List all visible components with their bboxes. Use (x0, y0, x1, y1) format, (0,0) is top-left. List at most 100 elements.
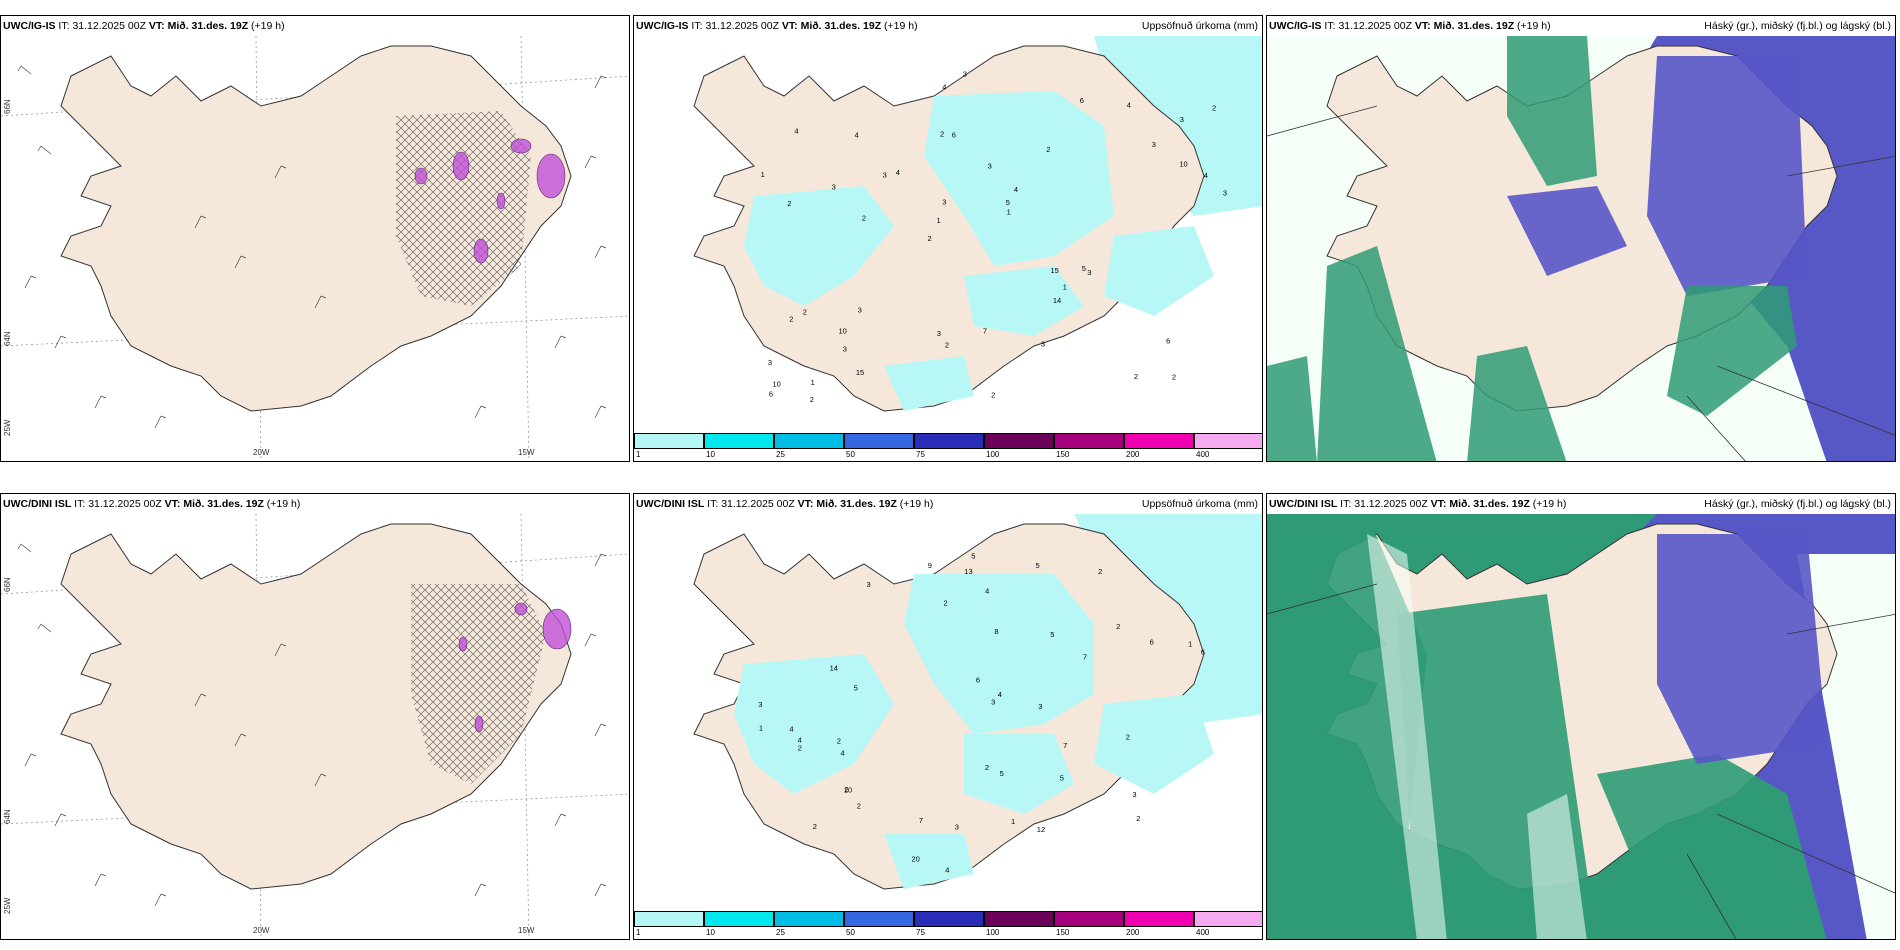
precip-value: 3 (1087, 268, 1091, 277)
precip-value: 3 (867, 580, 871, 589)
precip-areas (734, 574, 1214, 889)
map-wind-row1 (1, 35, 629, 461)
lon-label: 25W (3, 897, 12, 914)
precip-panel-row1: 2 2 3 2 2 1 2 3 2 4 3 3 6 4 3 4 4 3 15 10 1 3 3 4 6 3 2 6 5 2 3 3 14 15 4 5… (633, 15, 1263, 462)
colorbar-label: 75 (916, 450, 925, 459)
panel-header: UWC/IG-IS IT: 31.12.2025 00Z VT: Mið. 31… (1269, 20, 1551, 32)
precip-value: 4 (985, 587, 989, 596)
lon-label: 15W (518, 926, 535, 935)
colorbar-swatch (634, 433, 704, 449)
precip-value: 4 (789, 724, 793, 733)
precip-value: 1 (759, 724, 763, 733)
precip-value: 4 (896, 168, 900, 177)
cloud-panel-row1: UWC/IG-IS IT: 31.12.2025 00Z VT: Mið. 31… (1266, 15, 1896, 462)
cloud-low-areas (1367, 534, 1587, 939)
precip-value: 2 (1136, 814, 1140, 823)
map-cloud-row2 (1267, 514, 1895, 939)
precip-value: 2 (1116, 622, 1120, 631)
precip-value: 1 (1063, 283, 1067, 292)
panel-header: UWC/DINI ISL IT: 31.12.2025 00Z VT: Mið.… (636, 498, 934, 510)
precip-value: 5 (1082, 264, 1086, 273)
precip-value: 4 (855, 131, 859, 140)
precip-colorbar: 1 10 25 50 75 100 150 200 400 (634, 433, 1262, 461)
precip-value: 1 (1007, 207, 1011, 216)
precip-value: 3 (942, 198, 946, 207)
colorbar-label: 150 (1056, 450, 1070, 459)
precip-value: 4 (794, 126, 798, 135)
precip-panel-row2: 2 2 3 2 5 5 4 2 6 7 4 5 5 3 4 9 2 3 10 20 12 13 2 4 6 7 4 5 8 7 14 2 1 2 3… (633, 493, 1263, 940)
colorbar-swatch (984, 911, 1054, 927)
colorbar-label: 10 (706, 928, 715, 937)
precip-value: 2 (1134, 372, 1138, 381)
colorbar-label: 10 (706, 450, 715, 459)
precip-value: 6 (1150, 637, 1154, 646)
precip-value: 14 (1053, 296, 1061, 305)
precip-value: 5 (971, 551, 975, 560)
precip-value: 7 (1063, 741, 1067, 750)
precip-value: 6 (1166, 336, 1170, 345)
lon-label: 25W (3, 419, 12, 436)
precip-value: 2 (1046, 145, 1050, 154)
precip-value: 2 (991, 391, 995, 400)
precip-value: 3 (963, 70, 967, 79)
precip-value: 2 (985, 763, 989, 772)
panel-title: Uppsöfnuð úrkoma (mm) (1141, 20, 1258, 32)
precip-value: 7 (919, 816, 923, 825)
precip-value: 7 (1083, 653, 1087, 662)
precip-value: 2 (1212, 104, 1216, 113)
precip-value: 1 (761, 170, 765, 179)
lon-label: 15W (518, 448, 535, 457)
precip-value: 10 (844, 786, 852, 795)
colorbar-label: 400 (1196, 450, 1210, 459)
colorbar-swatch (1194, 433, 1262, 449)
colorbar-label: 50 (846, 450, 855, 459)
precip-value: 2 (789, 314, 793, 323)
precip-value: 4 (841, 749, 845, 758)
precip-value: 1 (937, 216, 941, 225)
lat-label: 64N (3, 809, 12, 824)
colorbar-label: 75 (916, 928, 925, 937)
cloud-mid-areas (1657, 534, 1827, 764)
precip-value: 3 (937, 329, 941, 338)
colorbar-label: 100 (986, 450, 1000, 459)
precip-value: 3 (768, 358, 772, 367)
panel-header: UWC/IG-IS IT: 31.12.2025 00Z VT: Mið. 31… (636, 20, 918, 32)
precip-areas (744, 91, 1214, 411)
colorbar-swatch (704, 911, 774, 927)
precip-value: 4 (1127, 101, 1131, 110)
precip-value: 15 (856, 368, 864, 377)
colorbar-label: 1 (636, 450, 641, 459)
colorbar-swatch (1054, 433, 1124, 449)
colorbar-swatch (704, 433, 774, 449)
precip-value: 2 (945, 340, 949, 349)
colorbar-swatch (914, 433, 984, 449)
precip-value: 8 (994, 627, 998, 636)
precip-value: 6 (1080, 96, 1084, 105)
precip-value: 20 (912, 854, 920, 863)
precip-value: 6 (769, 389, 773, 398)
panel-title: Háský (gr.), miðský (fj.bl.) og lágský (… (1704, 20, 1891, 32)
colorbar-label: 1 (636, 928, 641, 937)
colorbar-label: 200 (1126, 928, 1140, 937)
colorbar-label: 25 (776, 450, 785, 459)
precip-value: 9 (928, 561, 932, 570)
colorbar-swatch (1124, 433, 1194, 449)
panel-header: UWC/DINI ISL IT: 31.12.2025 00Z VT: Mið.… (3, 498, 301, 510)
precip-value: 15 (1051, 266, 1059, 275)
precip-value: 2 (944, 598, 948, 607)
precip-value: 2 (844, 785, 848, 794)
precip-value: 2 (940, 129, 944, 138)
precip-value: 2 (1172, 373, 1176, 382)
colorbar-swatch (844, 433, 914, 449)
colorbar-swatch (1124, 911, 1194, 927)
precip-value: 3 (883, 171, 887, 180)
cloud-panel-row2: UWC/DINI ISL IT: 31.12.2025 00Z VT: Mið.… (1266, 493, 1896, 940)
cloud-mid-areas (1507, 56, 1807, 296)
colorbar-swatch (914, 911, 984, 927)
precip-value: 3 (1223, 189, 1227, 198)
precip-value: 3 (1038, 702, 1042, 711)
cloud-high-areas (1267, 36, 1797, 461)
precip-overlay-purple (458, 602, 572, 733)
map-precip-row2: 2232554267455349231020121324674587142123… (693, 514, 1262, 890)
precip-value: 2 (803, 308, 807, 317)
